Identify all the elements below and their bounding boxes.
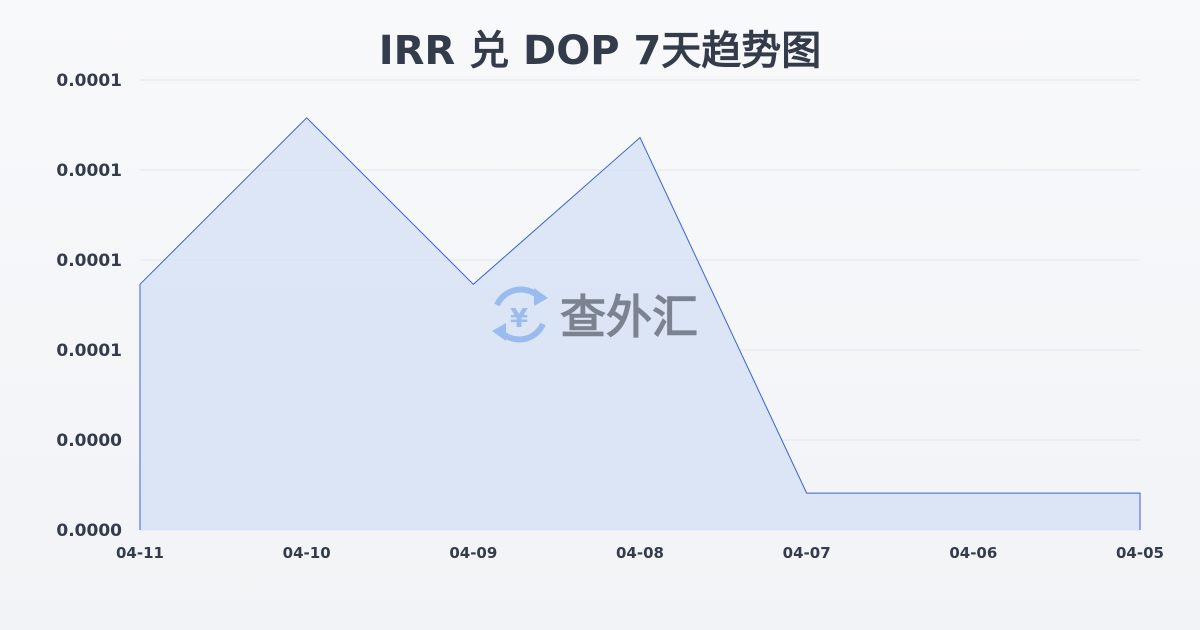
x-tick-label: 04-11 bbox=[116, 544, 164, 562]
y-tick-label: 0.0001 bbox=[56, 71, 122, 91]
x-tick-label: 04-08 bbox=[616, 544, 664, 562]
y-tick-label: 0.0001 bbox=[56, 341, 122, 361]
watermark-text: 查外汇 bbox=[560, 290, 698, 344]
svg-text:¥: ¥ bbox=[510, 304, 528, 334]
chart-title: IRR 兑 DOP 7天趋势图 bbox=[378, 28, 822, 74]
x-tick-label: 04-09 bbox=[449, 544, 497, 562]
area-fill bbox=[140, 117, 1140, 531]
y-tick-label: 0.0000 bbox=[56, 521, 122, 541]
y-tick-label: 0.0001 bbox=[56, 251, 122, 271]
y-tick-label: 0.0001 bbox=[56, 161, 122, 181]
series-line bbox=[139, 117, 1141, 530]
x-tick-label: 04-05 bbox=[1116, 544, 1164, 562]
watermark: ¥ 查外汇 bbox=[492, 286, 698, 344]
yen-exchange-icon: ¥ bbox=[492, 286, 548, 343]
x-tick-label: 04-07 bbox=[783, 544, 831, 562]
x-tick-label: 04-06 bbox=[949, 544, 997, 562]
x-tick-label: 04-10 bbox=[283, 544, 331, 562]
y-tick-label: 0.0000 bbox=[56, 431, 122, 451]
